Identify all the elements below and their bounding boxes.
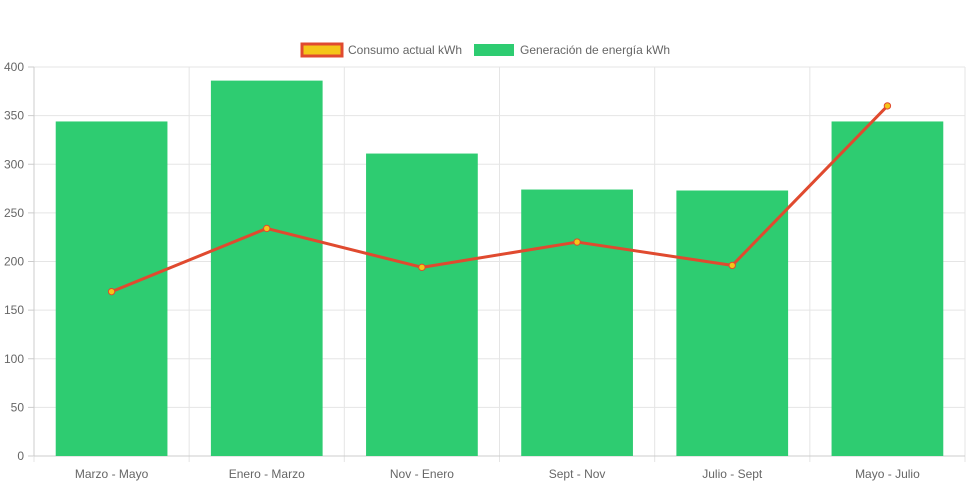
line-point[interactable] — [728, 261, 736, 270]
y-axis: 0 50 100 150 200 250 300 350 400 — [4, 60, 24, 463]
x-tick-label: Enero - Marzo — [229, 467, 305, 481]
y-tick-label: 100 — [4, 352, 24, 366]
x-tick-label: Julio - Sept — [702, 467, 763, 481]
legend-item-generacion[interactable]: Generación de energía kWh — [474, 43, 670, 57]
x-tick-label: Sept - Nov — [549, 467, 606, 481]
line-point[interactable] — [107, 287, 116, 296]
y-tick-label: 50 — [11, 400, 25, 414]
y-tick-label: 150 — [4, 303, 24, 317]
bar[interactable] — [831, 121, 944, 457]
line-point[interactable] — [883, 102, 892, 110]
grid — [28, 66, 966, 462]
legend-item-consumo[interactable]: Consumo actual kWh — [300, 42, 462, 58]
y-tick-label: 300 — [4, 157, 24, 171]
bar[interactable] — [521, 189, 633, 456]
legend: Consumo actual kWh Generación de energía… — [300, 42, 670, 58]
legend-label-generacion: Generación de energía kWh — [520, 43, 670, 57]
y-tick-label: 350 — [4, 109, 24, 123]
y-tick-label: 250 — [4, 206, 24, 220]
line-point[interactable] — [573, 238, 581, 246]
y-tick-label: 400 — [4, 60, 24, 74]
x-tick-label: Marzo - Mayo — [75, 467, 149, 481]
x-tick-label: Mayo - Julio — [855, 467, 920, 481]
bar-series-generacion — [55, 80, 944, 457]
bar[interactable] — [366, 153, 478, 457]
bar[interactable] — [676, 190, 789, 456]
legend-swatch-generacion — [474, 44, 514, 56]
y-tick-label: 0 — [17, 449, 24, 463]
line-point[interactable] — [263, 224, 271, 233]
series-line-consumo — [111, 104, 889, 294]
x-tick-label: Nov - Enero — [390, 467, 454, 481]
legend-label-consumo: Consumo actual kWh — [348, 43, 462, 57]
x-axis: Marzo - Mayo Enero - Marzo Nov - Enero Sept… — [75, 467, 920, 481]
legend-swatch-consumo — [300, 42, 344, 58]
y-tick-label: 200 — [4, 255, 24, 269]
bar[interactable] — [210, 80, 323, 457]
line-point[interactable] — [418, 263, 426, 272]
line-series-consumo — [107, 102, 892, 296]
